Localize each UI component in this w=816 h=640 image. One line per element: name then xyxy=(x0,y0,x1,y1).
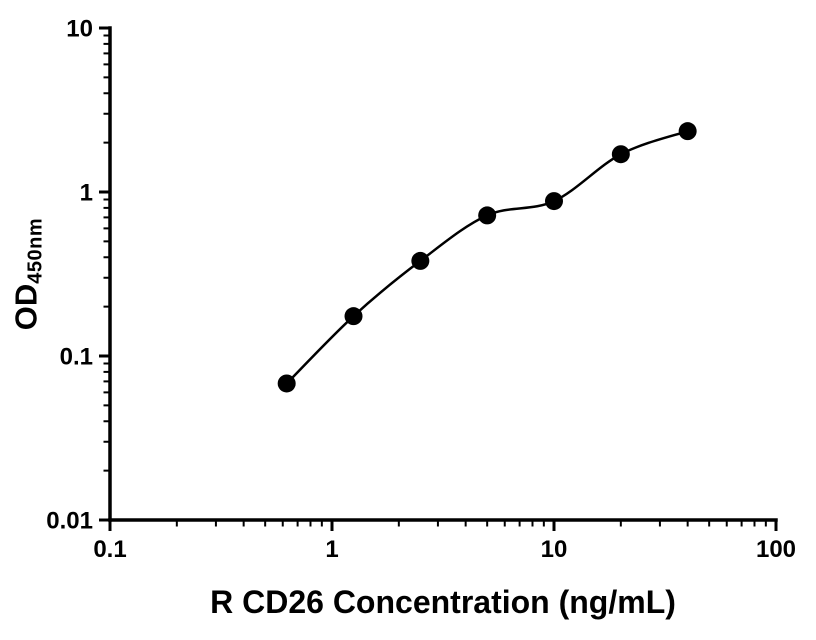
y-tick-label: 10 xyxy=(66,16,93,43)
data-point xyxy=(277,374,296,393)
y-axis-label-subscript: 450nm xyxy=(24,217,47,284)
x-axis-label: R CD26 Concentration (ng/mL) xyxy=(210,584,676,621)
y-axis-label: OD450nm xyxy=(9,218,48,330)
x-tick-label: 100 xyxy=(756,536,796,563)
data-point xyxy=(678,122,697,141)
x-axis-label-text: R CD26 Concentration (ng/mL) xyxy=(210,584,676,620)
x-tick-label: 0.1 xyxy=(93,536,126,563)
y-axis-label-text: OD xyxy=(8,283,44,331)
data-point xyxy=(611,145,630,164)
data-point xyxy=(478,206,497,225)
x-tick-label: 10 xyxy=(541,536,568,563)
fit-curve xyxy=(285,129,689,385)
y-tick-label: 0.01 xyxy=(46,508,93,535)
x-tick-label: 1 xyxy=(325,536,338,563)
y-tick-label: 0.1 xyxy=(60,344,93,371)
data-point xyxy=(344,307,363,326)
y-tick-label: 1 xyxy=(80,180,93,207)
data-point xyxy=(545,192,563,211)
data-point xyxy=(411,251,430,270)
